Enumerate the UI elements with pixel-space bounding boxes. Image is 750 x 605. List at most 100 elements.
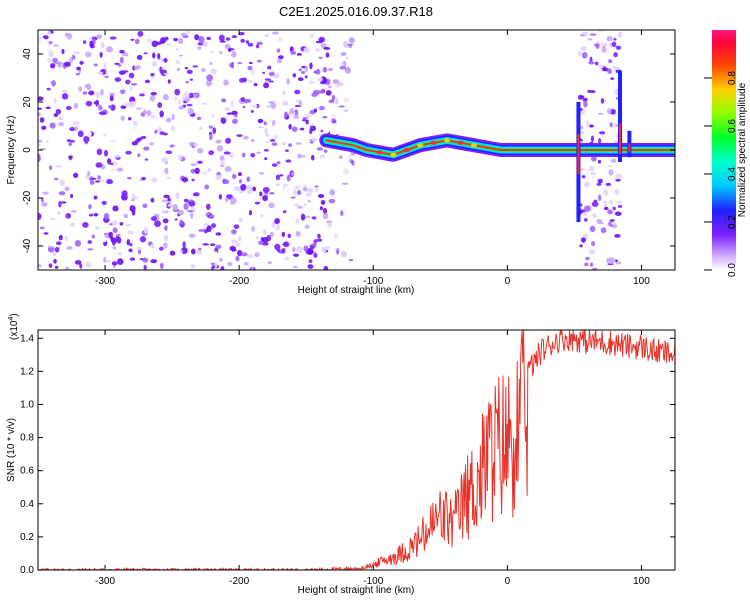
noise-blob	[293, 115, 299, 119]
noise-blob	[285, 149, 289, 151]
noise-blob	[608, 68, 611, 74]
noise-blob	[209, 238, 214, 242]
snr-scale-label: (x104)	[8, 313, 20, 340]
noise-blob	[103, 81, 110, 87]
noise-blob	[332, 248, 338, 250]
noise-blob	[601, 98, 604, 104]
noise-blob	[307, 200, 311, 202]
noise-blob	[315, 48, 321, 51]
noise-blob	[217, 145, 224, 152]
spectrogram-ylabel: Frequency (Hz)	[6, 116, 17, 185]
noise-blob	[256, 44, 259, 48]
noise-blob	[221, 233, 224, 239]
noise-blob	[607, 36, 613, 42]
noise-blob	[584, 218, 587, 222]
colorbar-gradient	[712, 30, 736, 270]
noise-blob	[151, 216, 157, 221]
noise-blob	[125, 103, 130, 108]
noise-blob	[65, 213, 71, 219]
noise-blob	[178, 154, 182, 160]
noise-blob	[137, 137, 142, 140]
noise-blob	[301, 66, 305, 69]
noise-blob	[125, 151, 132, 155]
noise-blob	[62, 89, 68, 92]
noise-blob	[305, 120, 308, 125]
spectrogram-ytick-label: -20	[22, 190, 33, 205]
noise-blob	[299, 155, 306, 157]
noise-blob	[276, 174, 280, 180]
noise-blob	[309, 81, 315, 84]
noise-blob	[214, 257, 219, 262]
noise-blob	[246, 176, 250, 181]
noise-blob	[129, 73, 135, 79]
noise-blob	[219, 206, 225, 208]
noise-blob	[586, 120, 589, 127]
noise-blob	[591, 172, 596, 175]
noise-blob	[183, 92, 189, 99]
noise-blob	[269, 212, 275, 216]
noise-blob	[68, 142, 72, 146]
noise-blob	[41, 38, 45, 43]
noise-blob	[136, 247, 141, 250]
noise-blob	[55, 165, 62, 168]
noise-blob	[145, 80, 150, 84]
noise-blob	[92, 235, 95, 239]
noise-blob	[310, 123, 314, 126]
noise-blob	[190, 78, 193, 80]
noise-blob	[90, 180, 95, 185]
noise-blob	[131, 198, 135, 201]
noise-blob	[320, 231, 323, 236]
spectrogram-xtick-label: -200	[229, 276, 249, 287]
noise-blob	[137, 68, 144, 74]
noise-blob	[83, 40, 86, 43]
noise-blob	[117, 168, 123, 172]
noise-blob	[212, 45, 217, 51]
noise-blob	[198, 36, 204, 43]
ridge-peak	[431, 141, 437, 145]
noise-blob	[130, 188, 135, 193]
noise-blob	[582, 212, 587, 216]
noise-blob	[269, 192, 274, 195]
noise-blob	[64, 62, 71, 67]
noise-blob	[292, 247, 295, 253]
noise-blob	[589, 249, 596, 254]
noise-blob	[578, 51, 582, 56]
noise-blob	[241, 120, 248, 125]
noise-blob	[288, 143, 292, 147]
noise-blob	[263, 229, 267, 235]
noise-blob	[159, 131, 164, 135]
noise-blob	[225, 138, 231, 144]
noise-blob	[579, 244, 583, 247]
noise-blob	[301, 71, 305, 74]
noise-blob	[198, 229, 204, 232]
noise-blob	[582, 175, 586, 178]
noise-blob	[206, 203, 211, 210]
noise-blob	[152, 61, 157, 67]
noise-blob	[270, 232, 274, 237]
noise-blob	[598, 179, 603, 184]
noise-blob	[309, 259, 313, 263]
noise-blob	[319, 57, 323, 59]
noise-blob	[119, 50, 125, 54]
noise-blob	[343, 168, 349, 174]
noise-blob	[580, 95, 584, 98]
noise-blob	[42, 192, 48, 195]
noise-blob	[239, 179, 242, 183]
noise-blob	[258, 126, 264, 128]
noise-blob	[48, 41, 52, 44]
noise-blob	[286, 202, 293, 208]
noise-blob	[178, 56, 184, 61]
noise-blob	[604, 207, 609, 210]
noise-blob	[305, 75, 308, 78]
noise-blob	[85, 52, 92, 58]
snr-ytick-label: 1.2	[20, 366, 34, 377]
noise-blob	[597, 219, 603, 224]
noise-blob	[115, 77, 122, 82]
noise-blob	[83, 136, 89, 143]
noise-blob	[40, 117, 45, 123]
noise-blob	[144, 252, 150, 256]
noise-blob	[46, 106, 51, 109]
noise-blob	[117, 252, 122, 255]
noise-blob	[120, 116, 124, 121]
noise-blob	[95, 162, 102, 168]
